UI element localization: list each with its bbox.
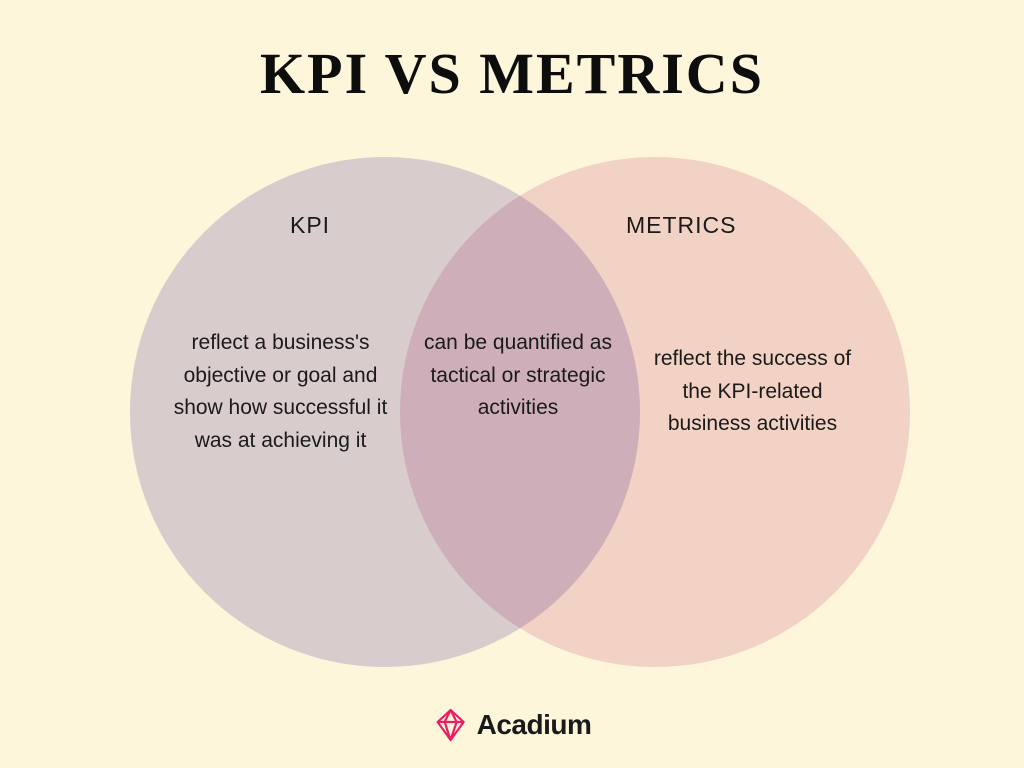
venn-text-intersection: can be quantified as tactical or strateg…	[418, 327, 618, 425]
acadium-diamond-icon	[433, 707, 469, 743]
venn-label-right: METRICS	[626, 212, 737, 239]
brand-logo: Acadium	[433, 707, 592, 743]
page-title: KPI VS METRICS	[0, 0, 1024, 107]
venn-diagram: KPI METRICS reflect a business's objecti…	[0, 127, 1024, 687]
venn-label-left: KPI	[290, 212, 330, 239]
venn-text-right: reflect the success of the KPI-related b…	[640, 343, 865, 441]
brand-name: Acadium	[477, 709, 592, 741]
venn-text-left: reflect a business's objective or goal a…	[163, 327, 398, 457]
